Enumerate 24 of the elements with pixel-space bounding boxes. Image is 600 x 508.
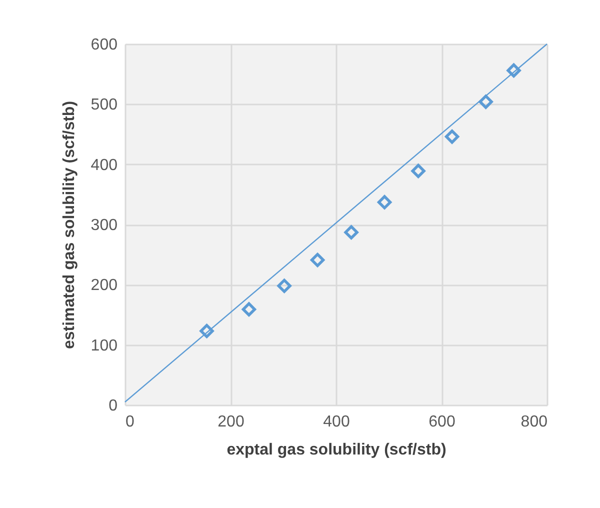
y-tick-label: 600	[90, 36, 118, 54]
y-tick-label: 0	[108, 398, 118, 414]
point	[310, 252, 325, 268]
x-tick-label: 0	[126, 414, 134, 430]
point	[200, 324, 214, 338]
y-tick-label: 300	[90, 217, 118, 234]
x-axis-title: exptal gas solubility (scf/stb)	[226, 442, 446, 458]
x-tick-label: 400	[323, 414, 350, 430]
point	[506, 63, 521, 78]
y-axis-title: estimated gas solubility (scf/stb)	[60, 100, 78, 350]
y-tick-label: 500	[90, 96, 118, 114]
x-tick-label: 600	[428, 414, 456, 430]
point	[242, 302, 256, 316]
point	[444, 130, 460, 144]
x-tick-label: 800	[520, 414, 548, 430]
point	[478, 94, 493, 109]
point	[411, 164, 426, 178]
point	[344, 225, 358, 240]
point	[377, 195, 392, 210]
y-tick-label: 100	[90, 337, 118, 354]
point	[277, 278, 292, 293]
y-tick-label: 400	[90, 156, 118, 174]
x-tick-label: 200	[218, 414, 244, 430]
y-tick-label: 200	[90, 277, 118, 294]
